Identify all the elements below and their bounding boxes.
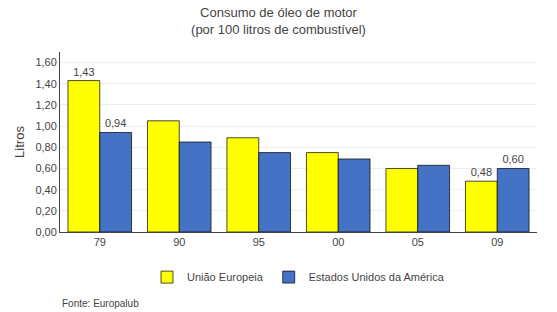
svg-text:1,40: 1,40 — [35, 78, 56, 90]
svg-text:Fonte: Europalub: Fonte: Europalub — [62, 298, 139, 309]
svg-text:União Europeia: União Europeia — [187, 271, 264, 283]
svg-text:Estados Unidos da América: Estados Unidos da América — [309, 271, 445, 283]
svg-text:05: 05 — [412, 236, 424, 248]
svg-text:00: 00 — [332, 236, 344, 248]
svg-text:0,60: 0,60 — [502, 153, 523, 165]
svg-text:1,60: 1,60 — [35, 56, 56, 68]
svg-text:0,80: 0,80 — [35, 141, 56, 153]
svg-text:Consumo de óleo de motor(por 1: Consumo de óleo de motor(por 100 litros … — [191, 5, 366, 37]
svg-text:0,40: 0,40 — [35, 184, 56, 196]
svg-text:1,00: 1,00 — [35, 120, 56, 132]
svg-text:0,48: 0,48 — [471, 166, 492, 178]
svg-text:90: 90 — [173, 236, 185, 248]
svg-text:0,60: 0,60 — [35, 162, 56, 174]
svg-text:Litros: Litros — [12, 126, 27, 158]
svg-text:95: 95 — [253, 236, 265, 248]
svg-text:0,94: 0,94 — [105, 117, 126, 129]
svg-text:79: 79 — [94, 236, 106, 248]
svg-text:1,43: 1,43 — [73, 66, 94, 78]
svg-text:1,20: 1,20 — [35, 99, 56, 111]
svg-text:0,00: 0,00 — [35, 226, 56, 238]
svg-text:09: 09 — [491, 236, 503, 248]
svg-text:0,20: 0,20 — [35, 205, 56, 217]
